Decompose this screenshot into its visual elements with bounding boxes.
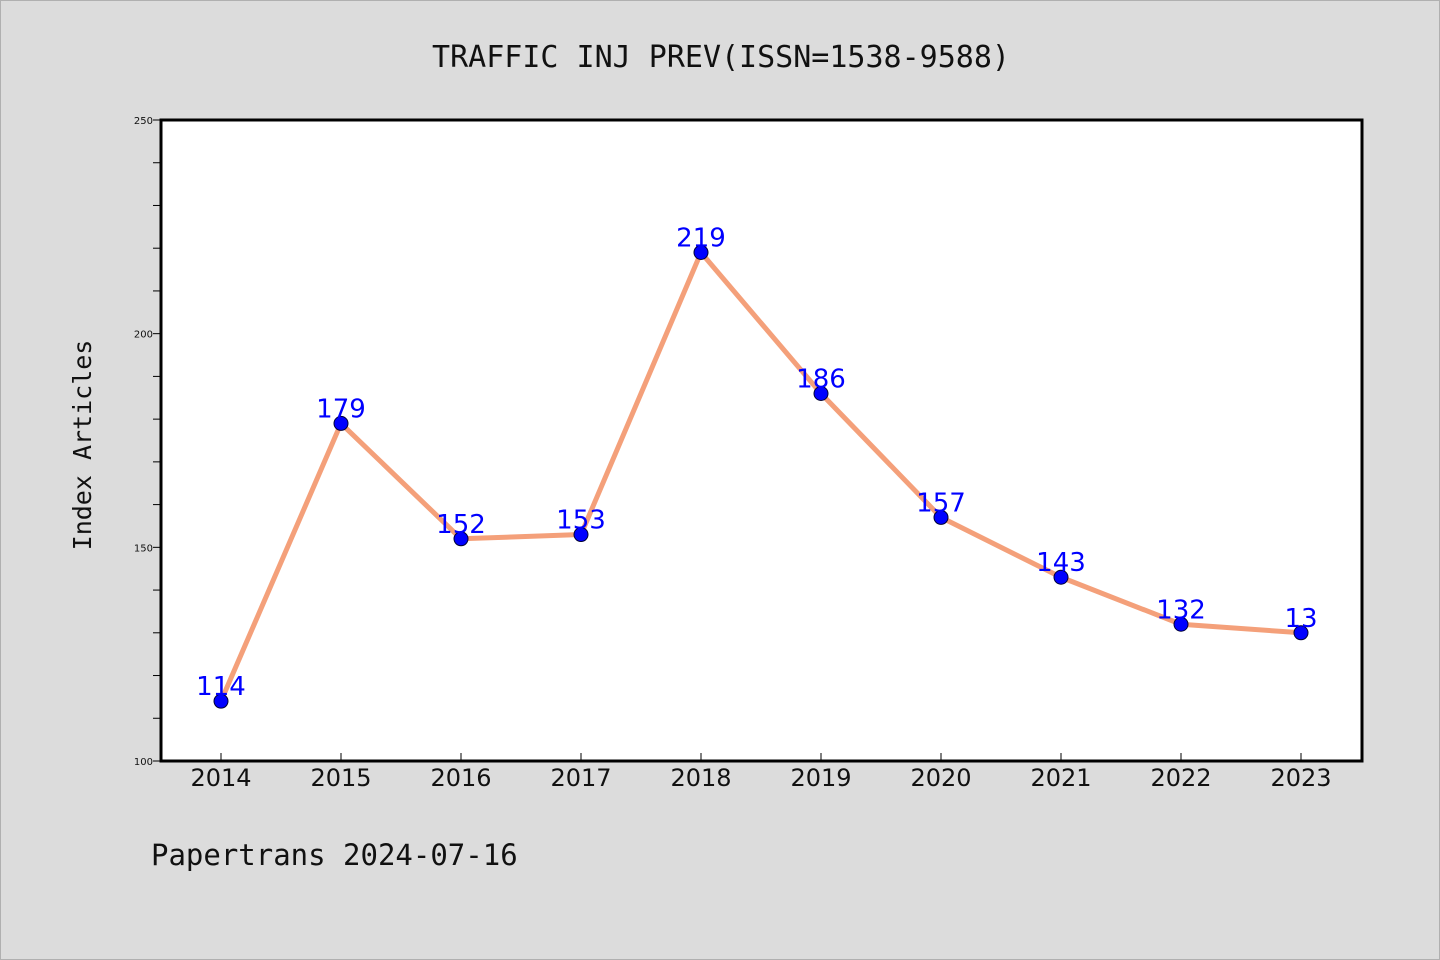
x-tick-label: 2019 [790, 764, 851, 792]
series-line [218, 249, 1304, 704]
y-axis-label: Index Articles [68, 340, 97, 551]
x-axis: 2014 2015 2016 2017 2018 2019 2020 2021 2022 2023 [190, 753, 1332, 792]
data-point [213, 693, 229, 709]
data-label: 13 [1284, 604, 1317, 634]
series-layer [213, 244, 1309, 709]
data-point [573, 527, 589, 543]
chart-title: TRAFFIC INJ PREV(ISSN=1538-9588) [432, 40, 1010, 75]
x-tick-label: 2022 [1150, 764, 1211, 792]
x-tick-label: 2016 [430, 764, 491, 792]
data-label: 114 [196, 672, 246, 702]
data-point [333, 415, 349, 431]
data-label: 143 [1036, 548, 1086, 578]
data-label: 186 [796, 364, 846, 394]
data-label: 219 [676, 223, 726, 253]
data-point [933, 509, 949, 525]
data-point [693, 244, 709, 260]
x-tick-label: 2020 [910, 764, 971, 792]
y-axis: 100 150 200 250 [134, 116, 161, 768]
y-tick-label: 100 [134, 757, 153, 768]
data-label: 179 [316, 394, 366, 424]
x-tick-label: 2014 [190, 764, 251, 792]
x-tick-label: 2018 [670, 764, 731, 792]
x-tick-label: 2021 [1030, 764, 1091, 792]
data-point [453, 531, 469, 547]
data-label: 153 [556, 506, 606, 536]
data-point [1293, 625, 1309, 641]
data-label: 152 [436, 510, 486, 540]
plot-area [159, 118, 1364, 763]
data-label: 132 [1156, 595, 1206, 625]
footer-credit: Papertrans 2024-07-16 [151, 838, 518, 872]
y-tick-label: 150 [134, 543, 153, 554]
data-label: 157 [916, 488, 966, 518]
data-point [1173, 616, 1189, 632]
data-label-layer: 114 179 152 153 219 186 157 143 132 13 [196, 223, 1317, 702]
x-tick-label: 2017 [550, 764, 611, 792]
y-tick-label: 250 [134, 116, 153, 127]
data-point [1053, 569, 1069, 585]
data-point [813, 385, 829, 401]
x-tick-label: 2023 [1270, 764, 1331, 792]
x-tick-label: 2015 [310, 764, 371, 792]
y-tick-label: 200 [134, 330, 153, 341]
